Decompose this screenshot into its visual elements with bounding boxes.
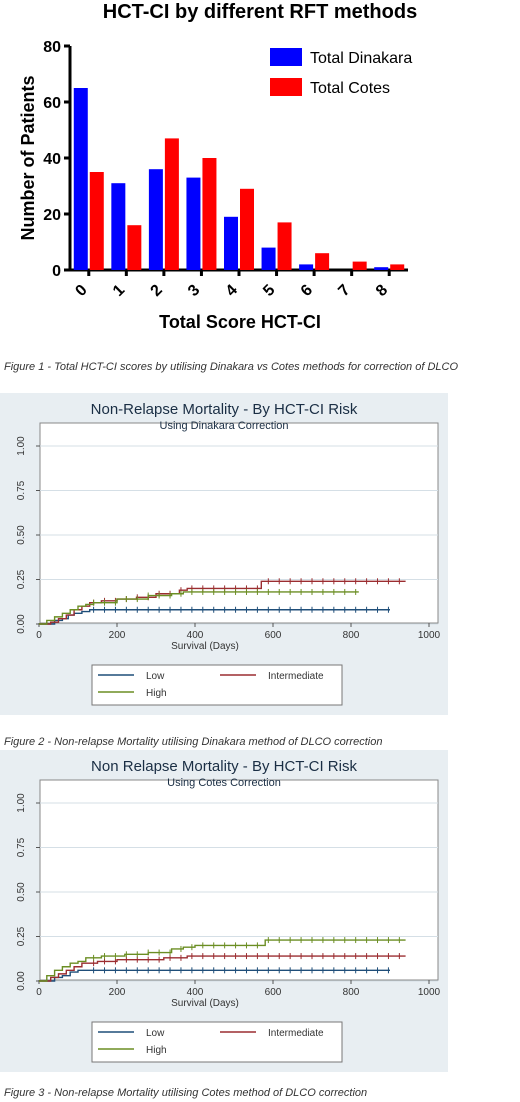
- x-axis-label: Survival (Days): [171, 641, 239, 652]
- legend-label: Intermediate: [268, 671, 324, 682]
- bar-dinakara: [186, 177, 201, 270]
- y-tick-label: 0.25: [16, 569, 27, 589]
- chart-subtitle: Using Cotes Correction: [167, 777, 281, 789]
- bar-dinakara: [73, 88, 88, 270]
- figure-3-caption: Figure 3 - Non-relapse Mortality utilisi…: [4, 1087, 368, 1099]
- y-tick-label: 0.75: [16, 480, 27, 500]
- y-tick-label: 0.00: [16, 971, 27, 991]
- legend-box: [91, 664, 343, 706]
- y-tick-label: 0.75: [16, 837, 27, 857]
- km-line-low: [39, 969, 390, 982]
- bar-cotes: [127, 225, 142, 270]
- legend-label: Total Cotes: [310, 80, 390, 97]
- x-tick-label: 6: [298, 282, 316, 300]
- y-tick-label: 1.00: [16, 436, 27, 456]
- bar-cotes: [390, 264, 405, 270]
- bar-dinakara: [148, 169, 163, 270]
- x-tick-label: 2: [148, 282, 166, 300]
- x-tick-label: 800: [343, 987, 360, 998]
- km-chart-dinakara-svg: Non-Relapse Mortality - By HCT-CI Risk Us…: [16, 401, 441, 706]
- legend-label: High: [146, 688, 167, 699]
- bar-cotes: [164, 138, 179, 270]
- x-tick-label: 1: [110, 282, 128, 300]
- x-tick-label: 400: [187, 987, 204, 998]
- y-tick-label: 0: [52, 263, 61, 280]
- km-chart-cotes-svg: Non Relapse Mortality - By HCT-CI Risk Us…: [16, 758, 441, 1063]
- legend-label: Total Dinakara: [310, 50, 412, 67]
- x-tick-label: 0: [36, 630, 42, 641]
- figure-2-caption: Figure 2 - Non-relapse Mortality utilisi…: [4, 736, 383, 748]
- x-axis-label: Survival (Days): [171, 998, 239, 1009]
- y-tick-label: 0.50: [16, 882, 27, 902]
- y-tick-label: 0.25: [16, 926, 27, 946]
- bar-dinakara: [261, 247, 276, 270]
- chart-subtitle: Using Dinakara Correction: [160, 420, 289, 432]
- x-tick-label: 200: [109, 630, 126, 641]
- x-tick-label: 0: [36, 987, 42, 998]
- bar-cotes: [240, 188, 254, 270]
- chart-title: Non Relapse Mortality - By HCT-CI Risk: [91, 758, 357, 775]
- bar-cotes: [315, 253, 330, 270]
- bar-cotes: [277, 222, 292, 270]
- x-tick-label: 7: [335, 282, 353, 300]
- legend-swatch: [270, 78, 302, 96]
- chart-title: HCT-CI by different RFT methods: [103, 1, 417, 23]
- bar-dinakara: [374, 267, 389, 270]
- bar-dinakara: [299, 264, 314, 270]
- km-line-intermediate: [39, 580, 406, 625]
- y-tick-label: 60: [43, 95, 61, 112]
- legend-box: [91, 1021, 343, 1063]
- legend-swatch: [270, 48, 302, 66]
- y-tick-label: 0.50: [16, 525, 27, 545]
- bar-cotes: [89, 172, 104, 270]
- x-tick-label: 5: [260, 282, 278, 300]
- x-tick-label: 600: [265, 630, 282, 641]
- bar-cotes: [352, 261, 367, 270]
- y-axis-label: Number of Patients: [18, 75, 38, 240]
- figure-1-caption: Figure 1 - Total HCT-CI scores by utilis…: [4, 361, 459, 373]
- legend-label: Intermediate: [268, 1028, 324, 1039]
- x-tick-label: 600: [265, 987, 282, 998]
- x-tick-label: 4: [223, 282, 241, 300]
- x-tick-label: 3: [185, 282, 203, 300]
- y-tick-label: 80: [43, 39, 61, 56]
- plot-area: [39, 422, 439, 624]
- x-tick-label: 1000: [418, 987, 441, 998]
- bar-dinakara: [224, 216, 238, 270]
- y-tick-label: 1.00: [16, 793, 27, 813]
- x-tick-label: 800: [343, 630, 360, 641]
- y-tick-label: 20: [43, 207, 61, 224]
- plot-area: [39, 779, 439, 981]
- km-line-high: [39, 939, 406, 982]
- x-tick-label: 0: [72, 282, 90, 300]
- legend-label: Low: [146, 671, 165, 682]
- bar-chart-svg: HCT-CI by different RFT methods020406080…: [18, 1, 417, 332]
- chart-title: Non-Relapse Mortality - By HCT-CI Risk: [91, 401, 358, 418]
- km-line-intermediate: [39, 955, 406, 982]
- x-tick-label: 8: [373, 282, 391, 300]
- x-tick-label: 400: [187, 630, 204, 641]
- legend-label: Low: [146, 1028, 165, 1039]
- bar-cotes: [202, 158, 217, 270]
- x-tick-label: 200: [109, 987, 126, 998]
- figure-1-bar-chart: HCT-CI by different RFT methods 0 20 40 60 80…: [0, 0, 520, 355]
- x-tick-label: 1000: [418, 630, 441, 641]
- legend-label: High: [146, 1045, 167, 1056]
- figure-3-line-chart: Non Relapse Mortality - By HCT-CI Risk Us…: [0, 750, 448, 1072]
- x-axis-label: Total Score HCT-CI: [159, 312, 321, 332]
- y-tick-label: 40: [43, 151, 61, 168]
- figure-2-line-chart: Non-Relapse Mortality - By HCT-CI Risk Us…: [0, 393, 448, 715]
- y-tick-label: 0.00: [16, 614, 27, 634]
- bar-dinakara: [111, 183, 126, 270]
